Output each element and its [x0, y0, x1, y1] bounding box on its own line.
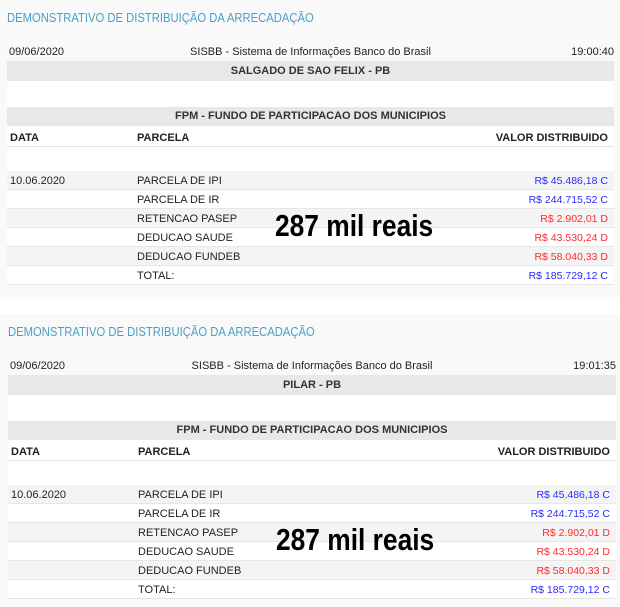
row-parcela: DEDUCAO FUNDEB — [137, 251, 241, 263]
spacer — [7, 147, 614, 171]
row-valor: R$ 45.486,18 C — [536, 489, 610, 501]
table-row: DEDUCAO SAUDE R$ 43.530,24 D — [7, 228, 614, 247]
table-row: 10.06.2020 PARCELA DE IPI R$ 45.486,18 C — [8, 485, 616, 504]
row-parcela: PARCELA DE IR — [138, 508, 221, 520]
table-row: DEDUCAO FUNDEB R$ 58.040,33 D — [7, 247, 614, 266]
report-panel: DEMONSTRATIVO DE DISTRIBUIÇÃO DA ARRECAD… — [0, 314, 620, 607]
row-valor: R$ 43.530,24 D — [536, 546, 610, 558]
row-parcela: TOTAL: — [137, 270, 175, 282]
row-parcela: PARCELA DE IPI — [137, 175, 222, 187]
row-valor: R$ 244.715,52 C — [530, 508, 610, 520]
report-title: DEMONSTRATIVO DE DISTRIBUIÇÃO DA ARRECAD… — [8, 325, 315, 339]
report-date: 09/06/2020 — [10, 360, 66, 372]
table-body: 10.06.2020 PARCELA DE IPI R$ 45.486,18 C… — [8, 485, 616, 599]
spacer — [8, 461, 616, 485]
overlay-caption: 287 mil reais — [275, 208, 434, 243]
report-time: 19:01:35 — [573, 360, 616, 372]
row-parcela: DEDUCAO SAUDE — [138, 546, 234, 558]
row-valor: R$ 58.040,33 D — [536, 565, 610, 577]
overlay-caption: 287 mil reais — [276, 522, 435, 557]
row-date: 10.06.2020 — [11, 489, 67, 501]
report-panel: DEMONSTRATIVO DE DISTRIBUIÇÃO DA ARRECAD… — [0, 0, 620, 297]
row-parcela: TOTAL: — [138, 584, 176, 596]
table-body: 10.06.2020 PARCELA DE IPI R$ 45.486,18 C… — [7, 171, 614, 285]
report-header: SISBB - Sistema de Informações Banco do … — [8, 360, 616, 374]
table-row: TOTAL: R$ 185.729,12 C — [7, 266, 614, 285]
report-title: DEMONSTRATIVO DE DISTRIBUIÇÃO DA ARRECAD… — [7, 11, 314, 25]
municipality-bar: SALGADO DE SAO FELIX - PB — [7, 61, 614, 81]
report-date: 09/06/2020 — [9, 46, 65, 58]
table-row: RETENCAO PASEP R$ 2.902,01 D — [7, 209, 614, 228]
row-parcela: DEDUCAO FUNDEB — [138, 565, 242, 577]
column-header-parcela: PARCELA — [138, 446, 191, 458]
row-valor: R$ 58.040,33 D — [534, 251, 608, 263]
table-row: PARCELA DE IR R$ 244.715,52 C — [8, 504, 616, 523]
row-valor: R$ 2.902,01 D — [540, 213, 608, 225]
table-row: TOTAL: R$ 185.729,12 C — [8, 580, 616, 599]
row-parcela: PARCELA DE IR — [137, 194, 220, 206]
report-header: SISBB - Sistema de Informações Banco do … — [7, 46, 614, 60]
column-header-data: DATA — [11, 446, 40, 458]
row-valor: R$ 185.729,12 C — [528, 270, 608, 282]
row-valor: R$ 244.715,52 C — [528, 194, 608, 206]
column-headers: DATA PARCELA VALOR DISTRIBUIDO — [7, 126, 614, 147]
municipality-bar: PILAR - PB — [8, 375, 616, 395]
row-parcela: RETENCAO PASEP — [138, 527, 239, 539]
fund-bar: FPM - FUNDO DE PARTICIPACAO DOS MUNICIPI… — [7, 107, 614, 126]
row-date: 10.06.2020 — [10, 175, 66, 187]
system-name: SISBB - Sistema de Informações Banco do … — [191, 360, 433, 372]
table-row: DEDUCAO SAUDE R$ 43.530,24 D — [8, 542, 616, 561]
table-row: DEDUCAO FUNDEB R$ 58.040,33 D — [8, 561, 616, 580]
row-valor: R$ 2.902,01 D — [542, 527, 610, 539]
column-header-valor: VALOR DISTRIBUIDO — [497, 446, 610, 458]
row-valor: R$ 43.530,24 D — [534, 232, 608, 244]
row-parcela: RETENCAO PASEP — [137, 213, 238, 225]
table-row: 10.06.2020 PARCELA DE IPI R$ 45.486,18 C — [7, 171, 614, 190]
row-parcela: DEDUCAO SAUDE — [137, 232, 233, 244]
column-header-parcela: PARCELA — [137, 132, 190, 144]
row-valor: R$ 45.486,18 C — [534, 175, 608, 187]
table-row: RETENCAO PASEP R$ 2.902,01 D — [8, 523, 616, 542]
column-header-data: DATA — [10, 132, 39, 144]
spacer — [8, 395, 616, 421]
system-name: SISBB - Sistema de Informações Banco do … — [190, 46, 431, 58]
fund-bar: FPM - FUNDO DE PARTICIPACAO DOS MUNICIPI… — [8, 421, 616, 440]
row-parcela: PARCELA DE IPI — [138, 489, 223, 501]
column-headers: DATA PARCELA VALOR DISTRIBUIDO — [8, 440, 616, 461]
column-header-valor: VALOR DISTRIBUIDO — [495, 132, 608, 144]
spacer — [7, 81, 614, 107]
report-time: 19:00:40 — [571, 46, 614, 58]
table-row: PARCELA DE IR R$ 244.715,52 C — [7, 190, 614, 209]
row-valor: R$ 185.729,12 C — [530, 584, 610, 596]
